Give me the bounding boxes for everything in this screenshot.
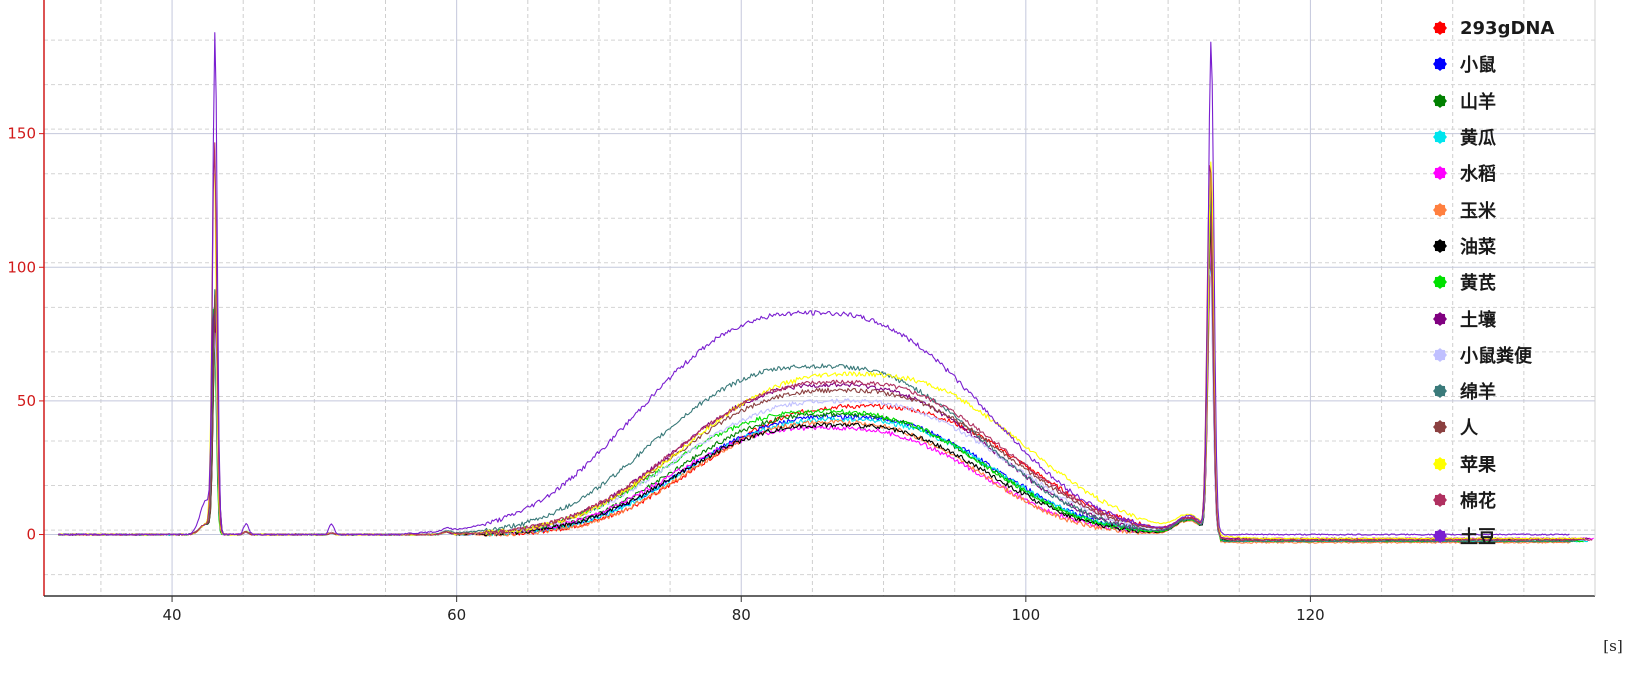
legend-label: 棉花 — [1460, 491, 1496, 512]
x-tick-label: 80 — [732, 606, 751, 624]
legend-marker-icon — [1433, 529, 1447, 544]
legend-item: 黄瓜 — [1432, 119, 1592, 155]
legend-item: 油菜 — [1432, 228, 1592, 264]
legend-item: 黄芪 — [1432, 264, 1592, 300]
series-line-13 — [57, 142, 1593, 542]
series-group — [57, 32, 1594, 544]
tick-labels: 0 50 100 150 40 60 80 100 120 — [7, 125, 1324, 624]
legend-marker-icon — [1433, 21, 1447, 36]
legend-marker-icon — [1433, 238, 1447, 253]
legend-item: 293gDNA — [1432, 10, 1592, 46]
x-tick-label: 40 — [163, 606, 182, 624]
y-tick-label: 100 — [7, 258, 36, 276]
legend-label: 土壤 — [1460, 309, 1496, 331]
y-tick-label: 150 — [7, 125, 36, 143]
legend-item: 绵羊 — [1432, 373, 1592, 409]
y-tick-label: 50 — [17, 392, 36, 410]
legend-label: 玉米 — [1460, 200, 1496, 222]
legend-label: 绵羊 — [1460, 382, 1496, 404]
legend: 293gDNA 小鼠山羊黄瓜水稻玉米油菜黄芪土壤小鼠粪便绵羊人苹果棉花土豆 — [1432, 10, 1592, 554]
legend-marker-icon — [1433, 347, 1447, 362]
legend-item: 棉花 — [1432, 482, 1592, 518]
legend-label: 小鼠 — [1460, 55, 1496, 77]
legend-item: 山羊 — [1432, 83, 1592, 119]
legend-marker-icon — [1433, 202, 1447, 217]
series-line-2 — [58, 185, 1581, 542]
legend-item: 土豆 — [1432, 518, 1592, 554]
legend-marker-icon — [1433, 384, 1447, 399]
legend-item: 玉米 — [1432, 191, 1592, 227]
series-line-1 — [58, 243, 1576, 543]
legend-label: 黄瓜 — [1460, 128, 1496, 150]
x-tick-label: 120 — [1296, 606, 1325, 624]
legend-marker-icon — [1433, 493, 1447, 507]
legend-item: 人 — [1432, 409, 1592, 445]
series-line-10 — [57, 191, 1574, 543]
legend-item: 小鼠 — [1432, 46, 1592, 82]
legend-marker-icon — [1433, 311, 1447, 326]
series-line-14 — [58, 32, 1570, 536]
series-line-8 — [57, 172, 1590, 540]
x-tick-label: 100 — [1012, 606, 1041, 624]
legend-item: 小鼠粪便 — [1432, 337, 1592, 373]
legend-marker-icon — [1433, 420, 1447, 435]
legend-label: 293gDNA — [1460, 17, 1555, 39]
legend-label: 山羊 — [1460, 91, 1496, 113]
legend-marker-icon — [1433, 166, 1447, 181]
legend-item: 水稻 — [1432, 155, 1592, 191]
legend-marker-icon — [1433, 57, 1447, 72]
legend-item: 土壤 — [1432, 300, 1592, 336]
axes — [43, 0, 1596, 597]
y-tick-label: 0 — [26, 526, 36, 544]
legend-label: 水稻 — [1460, 164, 1496, 186]
x-axis-unit: [s] — [1603, 637, 1622, 655]
legend-label: 苹果 — [1460, 454, 1496, 476]
legend-item: 苹果 — [1432, 446, 1592, 482]
x-tick-label: 60 — [447, 606, 466, 624]
legend-marker-icon — [1433, 130, 1447, 145]
legend-marker-icon — [1433, 275, 1447, 290]
legend-label: 土豆 — [1460, 527, 1496, 549]
legend-label: 小鼠粪便 — [1460, 345, 1532, 367]
legend-label: 人 — [1460, 418, 1478, 440]
series-line-7 — [58, 204, 1584, 543]
legend-label: 油菜 — [1460, 236, 1496, 258]
legend-marker-icon — [1433, 93, 1447, 108]
legend-marker-icon — [1433, 456, 1447, 471]
legend-label: 黄芪 — [1460, 273, 1496, 295]
series-line-4 — [57, 232, 1594, 540]
grid — [44, 0, 1596, 596]
